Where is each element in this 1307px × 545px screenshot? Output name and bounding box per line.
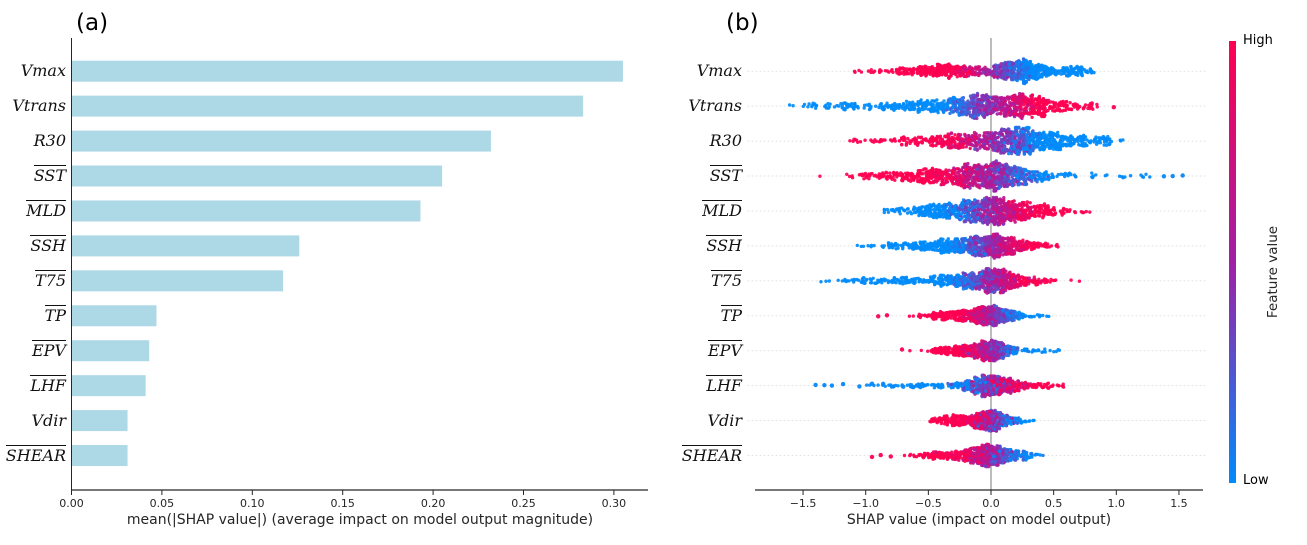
beeswarm-row-r30 <box>848 125 1125 156</box>
feature-label-a-shear: SHEAR <box>5 444 66 465</box>
beeswarm-row-t75 <box>819 266 1082 295</box>
panel-b-tick-label: −0.5 <box>915 497 942 510</box>
feature-label-a-vdir: Vdir <box>31 410 66 430</box>
beeswarm-row-sst <box>818 159 1185 193</box>
panel-a-tick-label: 0.15 <box>330 497 355 510</box>
beeswarm-row-vdir <box>928 408 1036 433</box>
feature-label-a-epv: EPV <box>32 339 66 360</box>
bar-vdir <box>71 410 128 432</box>
beeswarm-row-vmax <box>852 57 1096 86</box>
panel-a-tick-label: 0.30 <box>602 497 627 510</box>
bar-shear <box>71 445 128 467</box>
beeswarm-row-ssh <box>855 232 1060 260</box>
feature-label-b-epv: EPV <box>708 339 742 360</box>
feature-label-b-t75: T75 <box>710 269 742 290</box>
feature-label-a-sst: SST <box>33 165 66 186</box>
feature-label-a-ssh: SSH <box>30 234 66 255</box>
beeswarm-row-shear <box>869 442 1045 469</box>
feature-value-colorbar <box>1229 41 1236 483</box>
colorbar-title: Feature value <box>1265 225 1281 319</box>
panel-a-tick-label: 0.05 <box>150 497 175 510</box>
colorbar-high-label: High <box>1243 33 1273 48</box>
panel-b-tick-label: 1.0 <box>1108 497 1126 510</box>
feature-label-b-tp: TP <box>720 304 742 325</box>
bar-t75 <box>71 270 284 292</box>
feature-label-a-lhf: LHF <box>30 374 66 395</box>
bar-vmax <box>71 60 623 82</box>
feature-label-b-vtrans: Vtrans <box>688 96 742 116</box>
panel-a-tick-label: 0.25 <box>511 497 536 510</box>
beeswarm-row-lhf <box>813 373 1066 399</box>
bar-lhf <box>71 375 146 397</box>
panel-b-feature-labels: Vmax Vtrans R30 SST MLD SSH T75 TP EPV LHF Vdir SHE… <box>632 0 742 545</box>
panel-b-xaxis-title: SHAP value (impact on model output) <box>846 512 1112 528</box>
panel-b-tick-label: 1.5 <box>1170 497 1188 510</box>
panel-a-tick-label: 0.20 <box>421 497 446 510</box>
bar-mld <box>71 200 421 222</box>
feature-label-b-mld: MLD <box>702 199 742 220</box>
feature-label-b-vmax: Vmax <box>696 61 742 81</box>
bar-epv <box>71 340 150 362</box>
panel-a-tag: (a) <box>76 10 109 36</box>
feature-label-a-tp: TP <box>44 304 66 325</box>
feature-label-b-lhf: LHF <box>706 374 742 395</box>
bar-sst <box>71 165 443 187</box>
bar-r30 <box>71 130 491 152</box>
panel-b-tick-label: −1.5 <box>790 497 817 510</box>
bar-ssh <box>71 235 300 257</box>
bar-vtrans <box>71 95 584 117</box>
beeswarm-row-epv <box>899 338 1062 363</box>
panel-b-tag: (b) <box>726 10 759 36</box>
panel-a <box>71 38 648 495</box>
feature-label-b-r30: R30 <box>709 131 742 151</box>
panel-b <box>747 38 1206 495</box>
panel-b-tick-label: 0.5 <box>1045 497 1063 510</box>
feature-label-b-sst: SST <box>709 165 742 186</box>
panel-a-tick-label: 0.10 <box>240 497 265 510</box>
panel-a-feature-labels: Vmax Vtrans R30 SST MLD SSH T75 TP EPV LHF Vdir SHE… <box>0 0 66 545</box>
beeswarm-row-tp <box>876 303 1051 328</box>
feature-label-a-vmax: Vmax <box>20 61 66 81</box>
feature-label-b-vdir: Vdir <box>707 410 742 430</box>
feature-label-a-r30: R30 <box>33 131 66 151</box>
bar-tp <box>71 305 157 327</box>
panel-b-tick-label: 0.0 <box>982 497 1000 510</box>
feature-label-a-t75: T75 <box>34 269 66 290</box>
colorbar-low-label: Low <box>1243 473 1269 488</box>
panel-a-xaxis-title: mean(|SHAP value|) (average impact on mo… <box>126 512 594 528</box>
feature-label-b-ssh: SSH <box>706 234 742 255</box>
panel-a-tick-label: 0.00 <box>59 497 84 510</box>
feature-label-a-mld: MLD <box>26 199 66 220</box>
panel-b-tick-label: −1.0 <box>852 497 879 510</box>
beeswarm-row-vtrans <box>787 91 1117 121</box>
feature-label-b-shear: SHEAR <box>681 444 742 465</box>
beeswarm-row-mld <box>882 195 1092 227</box>
feature-label-a-vtrans: Vtrans <box>12 96 66 116</box>
